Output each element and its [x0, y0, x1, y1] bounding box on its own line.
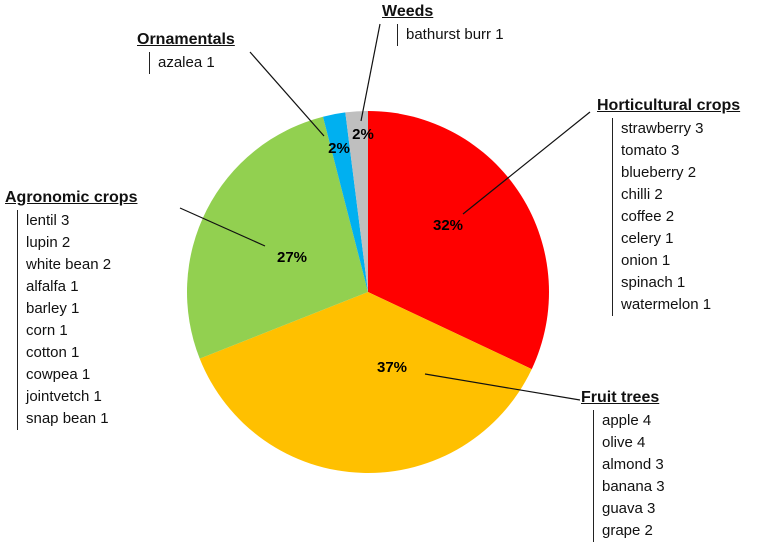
list-item: corn 1 — [26, 322, 68, 339]
list-item: jointvetch 1 — [26, 388, 102, 405]
list-item: spinach 1 — [621, 274, 686, 291]
list-item: barley 1 — [26, 300, 80, 317]
list-item: azalea 1 — [158, 54, 215, 71]
horticultural-items: strawberry 3 tomato 3 blueberry 2 chilli… — [612, 118, 740, 316]
agronomic-group: Agronomic crops lentil 3 lupin 2 white b… — [5, 188, 137, 430]
list-item: cotton 1 — [26, 344, 80, 361]
pct-label-horticultural-crops: 32% — [433, 217, 463, 234]
list-item: alfalfa 1 — [26, 278, 79, 295]
leader-line-weeds — [360, 23, 381, 122]
weeds-group: Weeds bathurst burr 1 — [382, 2, 504, 46]
list-item: white bean 2 — [26, 256, 112, 273]
list-item: chilli 2 — [621, 186, 663, 203]
list-item: banana 3 — [602, 478, 665, 495]
list-item: watermelon 1 — [621, 296, 712, 313]
pie-slice-fruit-trees — [199, 292, 532, 473]
list-item: bathurst burr 1 — [406, 26, 504, 43]
list-item: tomato 3 — [621, 142, 680, 159]
fruit-trees-items: apple 4 olive 4 almond 3 banana 3 guava … — [593, 410, 665, 542]
list-item: coffee 2 — [621, 208, 675, 225]
fruit-trees-group: Fruit trees apple 4 olive 4 almond 3 ban… — [581, 388, 665, 542]
pie-slice-weeds — [345, 111, 368, 292]
pie-slice-horticultural-crops — [368, 111, 549, 370]
leader-line-horticultural-crops — [462, 111, 591, 215]
list-item: lentil 3 — [26, 212, 70, 229]
pct-label-agronomic-crops: 27% — [277, 249, 307, 266]
pct-label-weeds: 2% — [352, 126, 374, 143]
list-item: snap bean 1 — [26, 410, 109, 427]
fruit-trees-title: Fruit trees — [581, 389, 660, 406]
list-item: almond 3 — [602, 456, 664, 473]
leader-line-ornamentals — [249, 51, 325, 137]
horticultural-group: Horticultural crops strawberry 3 tomato … — [597, 96, 740, 316]
pie-slice-agronomic-crops — [187, 116, 368, 359]
list-item: grape 2 — [602, 522, 653, 539]
agronomic-items: lentil 3 lupin 2 white bean 2 alfalfa 1 … — [17, 210, 137, 430]
weeds-items: bathurst burr 1 — [397, 24, 504, 46]
list-item: lupin 2 — [26, 234, 71, 251]
list-item: cowpea 1 — [26, 366, 91, 383]
list-item: olive 4 — [602, 434, 646, 451]
pct-label-fruit-trees: 37% — [377, 359, 407, 376]
list-item: apple 4 — [602, 412, 652, 429]
ornamentals-group: Ornamentals azalea 1 — [137, 30, 235, 74]
list-item: celery 1 — [621, 230, 674, 247]
list-item: blueberry 2 — [621, 164, 697, 181]
leader-line-agronomic-crops — [179, 207, 266, 247]
pct-label-ornamentals: 2% — [328, 140, 350, 157]
agronomic-title: Agronomic crops — [5, 189, 138, 206]
list-item: onion 1 — [621, 252, 671, 269]
weeds-title: Weeds — [382, 3, 434, 20]
ornamentals-items: azalea 1 — [149, 52, 235, 74]
pie-slice-ornamentals — [322, 112, 368, 293]
leader-line-fruit-trees — [424, 373, 581, 401]
horticultural-title: Horticultural crops — [597, 97, 741, 114]
list-item: guava 3 — [602, 500, 656, 517]
list-item: strawberry 3 — [621, 120, 704, 137]
ornamentals-title: Ornamentals — [137, 31, 235, 48]
